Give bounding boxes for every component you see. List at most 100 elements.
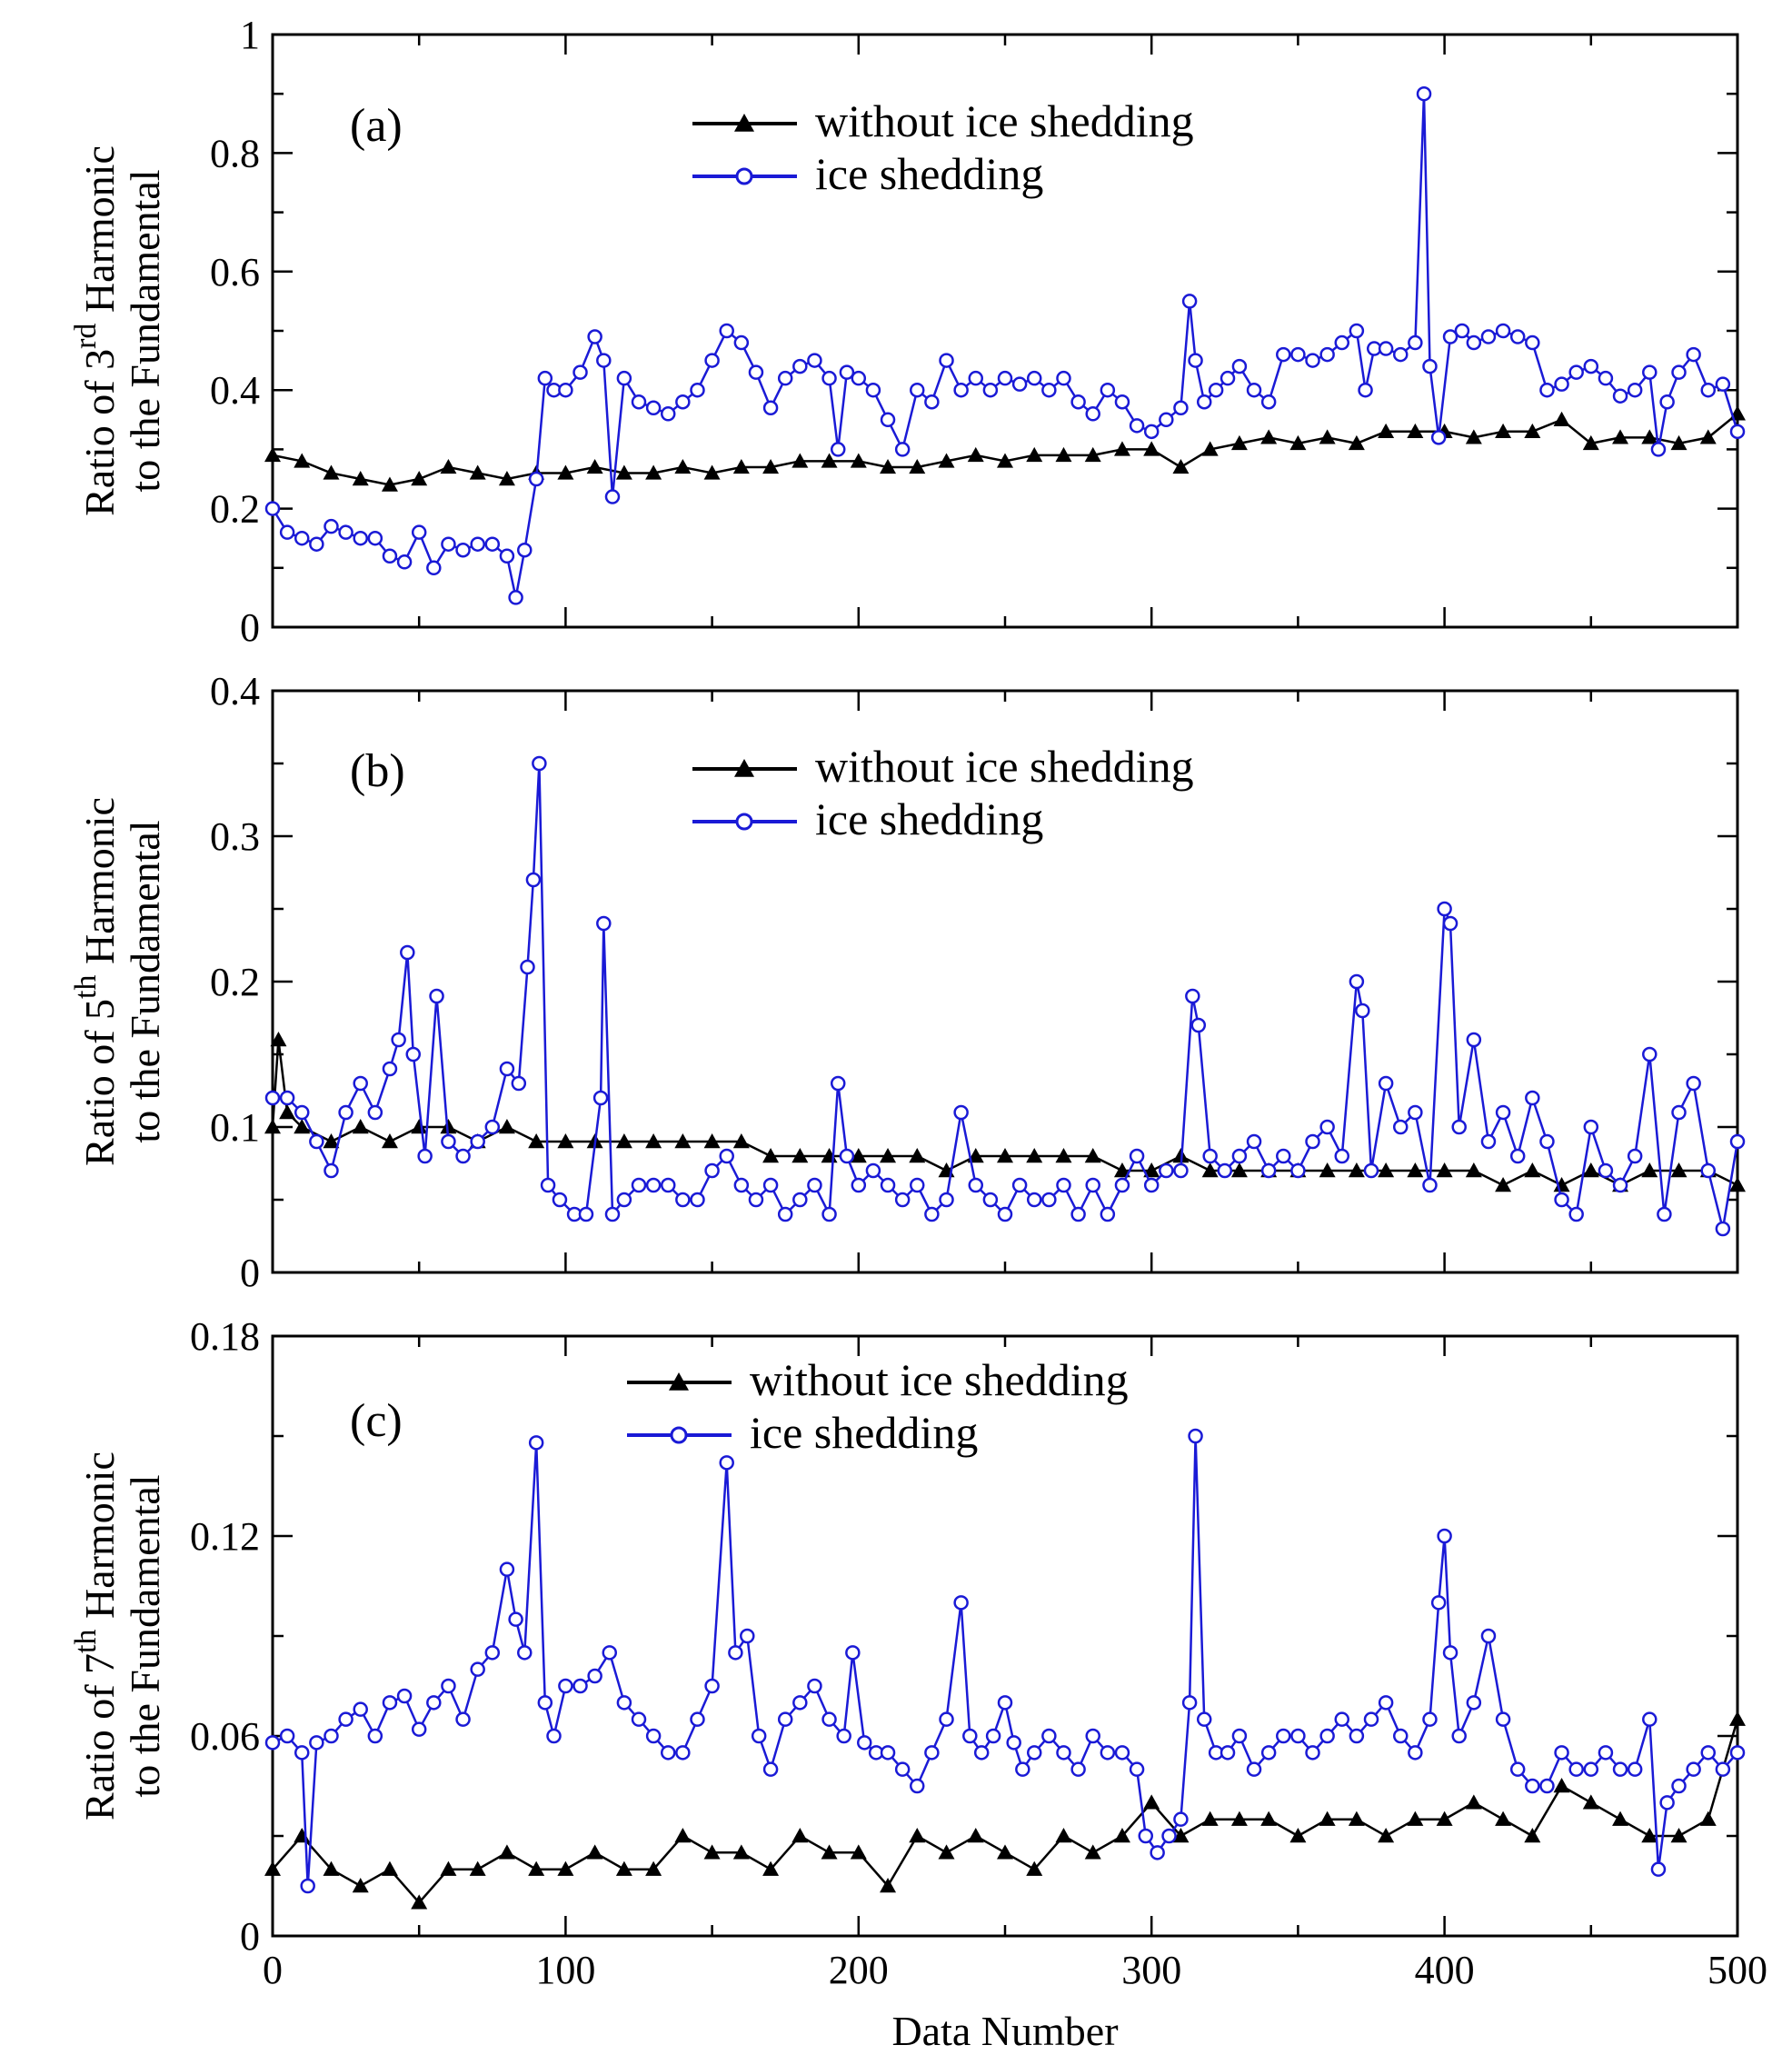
data-point — [353, 1701, 368, 1717]
panel-c: 0 0.06 0.12 0.18 Ratio of 7th Harmonic to the… — [69, 1314, 1767, 2054]
data-point — [1055, 446, 1072, 463]
data-point — [1627, 382, 1643, 398]
y-tick-label: 0.4 — [210, 669, 260, 713]
data-point — [865, 382, 881, 398]
legend-marker — [734, 759, 754, 777]
data-point — [967, 1148, 984, 1163]
data-point — [850, 453, 867, 468]
data-point — [426, 560, 442, 576]
data-point — [1495, 1711, 1511, 1727]
data-point — [821, 1711, 837, 1727]
data-point — [1729, 1177, 1746, 1192]
data-point — [777, 370, 793, 386]
data-point — [604, 489, 621, 504]
data-point — [968, 370, 984, 386]
series-line — [272, 1719, 1739, 1905]
data-point — [264, 1119, 281, 1134]
data-point — [675, 1745, 691, 1761]
data-point — [1659, 1795, 1675, 1811]
data-point — [1437, 901, 1452, 917]
data-point — [352, 471, 369, 486]
data-point — [821, 453, 838, 468]
data-point — [631, 1177, 647, 1193]
data-point — [1583, 1761, 1599, 1777]
data-point — [719, 1148, 734, 1164]
data-point — [441, 536, 456, 552]
data-point — [309, 1133, 324, 1150]
data-point — [1026, 446, 1043, 463]
data-point — [615, 1860, 632, 1876]
data-point — [1495, 1811, 1512, 1826]
data-point — [1729, 1711, 1746, 1726]
y-tick-label: 0.3 — [210, 814, 260, 859]
data-point — [740, 1628, 755, 1644]
legend-marker — [670, 1426, 688, 1444]
data-point — [426, 1695, 442, 1711]
data-point — [1437, 1528, 1452, 1544]
data-point — [660, 1745, 676, 1761]
data-point — [938, 1844, 955, 1860]
data-point — [279, 1090, 295, 1106]
x-tick-label: 300 — [1121, 1948, 1181, 1992]
y-axis-title-post: Harmonic — [76, 797, 123, 974]
data-point — [615, 1133, 632, 1149]
data-point — [381, 476, 398, 492]
data-point — [1524, 1162, 1541, 1178]
y-tick-label: 0 — [240, 1914, 260, 1959]
data-point — [469, 1860, 486, 1876]
data-point — [1289, 1828, 1307, 1843]
data-point — [324, 1162, 339, 1179]
data-point — [748, 364, 764, 380]
data-point — [511, 1075, 527, 1092]
data-point — [660, 406, 676, 422]
data-point — [1670, 434, 1687, 451]
data-point — [1129, 1148, 1145, 1164]
data-point — [1319, 1162, 1336, 1178]
data-point — [909, 458, 926, 474]
data-point — [865, 1162, 881, 1179]
data-point — [1568, 1761, 1584, 1777]
data-point — [470, 1661, 485, 1677]
data-point — [1642, 364, 1658, 380]
data-point — [1408, 1104, 1423, 1121]
series-ice-shedding — [264, 85, 1746, 605]
data-point — [967, 446, 984, 463]
data-point — [1363, 1162, 1379, 1179]
data-point — [1143, 441, 1160, 456]
data-point — [1289, 434, 1307, 451]
x-tick-label: 500 — [1707, 1948, 1767, 1992]
data-point — [1188, 1428, 1203, 1444]
data-point — [396, 554, 413, 570]
data-point — [997, 370, 1013, 386]
data-point — [982, 1192, 999, 1208]
data-point — [391, 1032, 406, 1048]
data-point — [807, 353, 822, 368]
data-point — [1041, 1192, 1057, 1208]
data-point — [1509, 1148, 1526, 1164]
data-point — [675, 394, 691, 410]
data-point — [552, 1192, 568, 1208]
data-point — [1422, 1711, 1438, 1727]
data-point — [1495, 1104, 1511, 1121]
data-point — [537, 1695, 553, 1711]
data-point — [381, 1860, 398, 1876]
data-point — [1230, 1811, 1248, 1826]
data-point — [1686, 1761, 1701, 1777]
data-point — [645, 464, 662, 480]
data-point — [1650, 442, 1667, 457]
data-point — [440, 1119, 457, 1134]
data-point — [324, 518, 339, 534]
data-point — [528, 471, 544, 487]
data-point — [1553, 1778, 1570, 1793]
data-point — [279, 1104, 296, 1120]
data-point — [499, 1561, 515, 1577]
y-tick-label: 0 — [240, 605, 260, 650]
data-point — [1539, 1133, 1555, 1150]
data-point — [703, 1844, 721, 1860]
data-point — [264, 446, 281, 463]
data-point — [1729, 424, 1746, 440]
y-axis-title-post: Harmonic — [76, 1451, 123, 1629]
data-point — [586, 458, 603, 474]
data-point — [1392, 346, 1409, 363]
